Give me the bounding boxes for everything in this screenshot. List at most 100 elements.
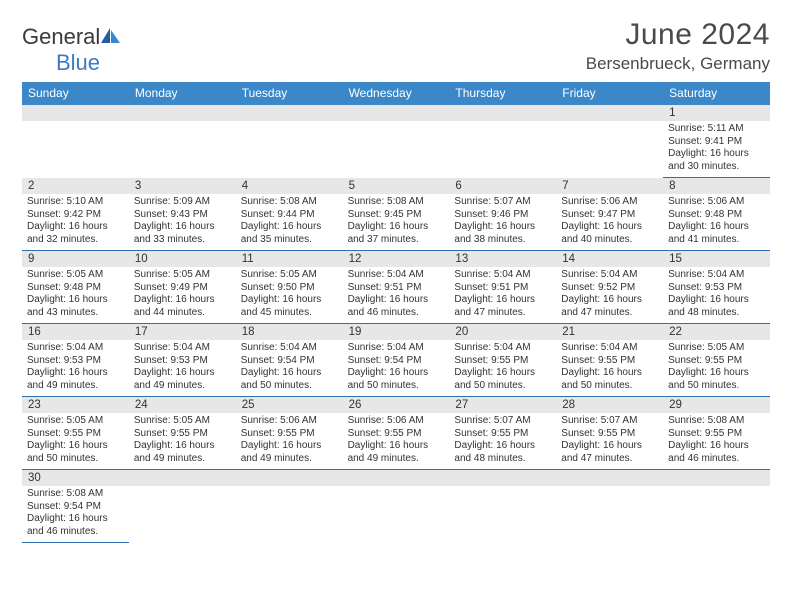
sunset-line: Sunset: 9:41 PM [668, 136, 765, 149]
sunset-line: Sunset: 9:53 PM [27, 355, 124, 368]
daynum-cell [22, 105, 129, 121]
week-row: Sunrise: 5:10 AMSunset: 9:42 PMDaylight:… [22, 194, 770, 251]
dow-header-cell: Wednesday [343, 82, 450, 105]
day-cell: Sunrise: 5:08 AMSunset: 9:54 PMDaylight:… [22, 486, 129, 543]
sunset-line: Sunset: 9:55 PM [348, 428, 445, 441]
daylight-line: Daylight: 16 hours and 48 minutes. [668, 294, 765, 319]
day-cell: Sunrise: 5:08 AMSunset: 9:44 PMDaylight:… [236, 194, 343, 251]
day-cell: Sunrise: 5:05 AMSunset: 9:48 PMDaylight:… [22, 267, 129, 324]
daynum-row: 30 [22, 470, 770, 486]
calendar-page: GeneralBlue June 2024 Bersenbrueck, Germ… [0, 0, 792, 561]
day-cell: Sunrise: 5:09 AMSunset: 9:43 PMDaylight:… [129, 194, 236, 251]
day-cell [22, 121, 129, 178]
sunset-line: Sunset: 9:55 PM [561, 355, 658, 368]
sunset-line: Sunset: 9:55 PM [454, 355, 551, 368]
daylight-line: Daylight: 16 hours and 38 minutes. [454, 221, 551, 246]
sunset-line: Sunset: 9:52 PM [561, 282, 658, 295]
daylight-line: Daylight: 16 hours and 50 minutes. [561, 367, 658, 392]
title-block: June 2024 Bersenbrueck, Germany [586, 18, 770, 74]
calendar-grid: SundayMondayTuesdayWednesdayThursdayFrid… [22, 82, 770, 543]
day-cell: Sunrise: 5:06 AMSunset: 9:55 PMDaylight:… [236, 413, 343, 470]
day-cell: Sunrise: 5:04 AMSunset: 9:54 PMDaylight:… [343, 340, 450, 397]
daynum-cell [556, 470, 663, 486]
day-cell: Sunrise: 5:04 AMSunset: 9:51 PMDaylight:… [343, 267, 450, 324]
daynum-cell: 26 [343, 397, 450, 413]
daylight-line: Daylight: 16 hours and 30 minutes. [668, 148, 765, 173]
daynum-cell [556, 105, 663, 121]
logo-word-1: General [22, 24, 100, 49]
sunset-line: Sunset: 9:45 PM [348, 209, 445, 222]
sunrise-line: Sunrise: 5:08 AM [241, 196, 338, 209]
sunrise-line: Sunrise: 5:04 AM [134, 342, 231, 355]
header: GeneralBlue June 2024 Bersenbrueck, Germ… [22, 18, 770, 76]
sunrise-line: Sunrise: 5:11 AM [668, 123, 765, 136]
daynum-cell: 28 [556, 397, 663, 413]
sunset-line: Sunset: 9:49 PM [134, 282, 231, 295]
daylight-line: Daylight: 16 hours and 49 minutes. [27, 367, 124, 392]
daynum-cell [236, 470, 343, 486]
sunset-line: Sunset: 9:55 PM [241, 428, 338, 441]
sunrise-line: Sunrise: 5:07 AM [561, 415, 658, 428]
sunrise-line: Sunrise: 5:05 AM [27, 269, 124, 282]
sunrise-line: Sunrise: 5:04 AM [348, 342, 445, 355]
day-cell: Sunrise: 5:04 AMSunset: 9:53 PMDaylight:… [129, 340, 236, 397]
sunrise-line: Sunrise: 5:04 AM [668, 269, 765, 282]
sunset-line: Sunset: 9:55 PM [668, 355, 765, 368]
daynum-cell: 9 [22, 251, 129, 267]
sunset-line: Sunset: 9:55 PM [668, 428, 765, 441]
sunrise-line: Sunrise: 5:05 AM [134, 269, 231, 282]
day-cell: Sunrise: 5:05 AMSunset: 9:55 PMDaylight:… [663, 340, 770, 397]
daynum-cell: 2 [22, 178, 129, 194]
daynum-cell [663, 470, 770, 486]
daynum-cell: 18 [236, 324, 343, 340]
daylight-line: Daylight: 16 hours and 45 minutes. [241, 294, 338, 319]
sunrise-line: Sunrise: 5:09 AM [134, 196, 231, 209]
sunset-line: Sunset: 9:48 PM [668, 209, 765, 222]
sunrise-line: Sunrise: 5:08 AM [668, 415, 765, 428]
day-cell [663, 486, 770, 543]
day-cell [556, 121, 663, 178]
sunrise-line: Sunrise: 5:06 AM [561, 196, 658, 209]
location-label: Bersenbrueck, Germany [586, 54, 770, 74]
daynum-cell [129, 470, 236, 486]
day-cell: Sunrise: 5:08 AMSunset: 9:45 PMDaylight:… [343, 194, 450, 251]
sunset-line: Sunset: 9:53 PM [134, 355, 231, 368]
daynum-cell: 15 [663, 251, 770, 267]
daynum-cell: 6 [449, 178, 556, 194]
daynum-cell: 23 [22, 397, 129, 413]
daynum-cell: 19 [343, 324, 450, 340]
day-cell: Sunrise: 5:05 AMSunset: 9:50 PMDaylight:… [236, 267, 343, 324]
sunrise-line: Sunrise: 5:04 AM [454, 342, 551, 355]
daylight-line: Daylight: 16 hours and 41 minutes. [668, 221, 765, 246]
sunrise-line: Sunrise: 5:06 AM [348, 415, 445, 428]
sunrise-line: Sunrise: 5:07 AM [454, 196, 551, 209]
daylight-line: Daylight: 16 hours and 49 minutes. [241, 440, 338, 465]
logo-word-2: Blue [56, 50, 100, 75]
daynum-cell: 8 [663, 178, 770, 194]
sunrise-line: Sunrise: 5:04 AM [348, 269, 445, 282]
sunset-line: Sunset: 9:51 PM [348, 282, 445, 295]
day-cell: Sunrise: 5:04 AMSunset: 9:54 PMDaylight:… [236, 340, 343, 397]
sunset-line: Sunset: 9:54 PM [241, 355, 338, 368]
sunset-line: Sunset: 9:43 PM [134, 209, 231, 222]
daylight-line: Daylight: 16 hours and 50 minutes. [668, 367, 765, 392]
day-cell: Sunrise: 5:05 AMSunset: 9:49 PMDaylight:… [129, 267, 236, 324]
day-cell [129, 486, 236, 543]
sunset-line: Sunset: 9:55 PM [454, 428, 551, 441]
dow-header-row: SundayMondayTuesdayWednesdayThursdayFrid… [22, 82, 770, 105]
daynum-cell: 25 [236, 397, 343, 413]
sunrise-line: Sunrise: 5:08 AM [348, 196, 445, 209]
daynum-cell: 16 [22, 324, 129, 340]
day-cell: Sunrise: 5:06 AMSunset: 9:47 PMDaylight:… [556, 194, 663, 251]
sunrise-line: Sunrise: 5:05 AM [134, 415, 231, 428]
daynum-cell: 30 [22, 470, 129, 486]
day-cell: Sunrise: 5:04 AMSunset: 9:55 PMDaylight:… [556, 340, 663, 397]
day-cell: Sunrise: 5:04 AMSunset: 9:53 PMDaylight:… [22, 340, 129, 397]
day-cell: Sunrise: 5:06 AMSunset: 9:55 PMDaylight:… [343, 413, 450, 470]
week-row: Sunrise: 5:08 AMSunset: 9:54 PMDaylight:… [22, 486, 770, 543]
dow-header-cell: Saturday [663, 82, 770, 105]
day-cell: Sunrise: 5:05 AMSunset: 9:55 PMDaylight:… [22, 413, 129, 470]
sunset-line: Sunset: 9:48 PM [27, 282, 124, 295]
sunset-line: Sunset: 9:44 PM [241, 209, 338, 222]
daylight-line: Daylight: 16 hours and 50 minutes. [348, 367, 445, 392]
